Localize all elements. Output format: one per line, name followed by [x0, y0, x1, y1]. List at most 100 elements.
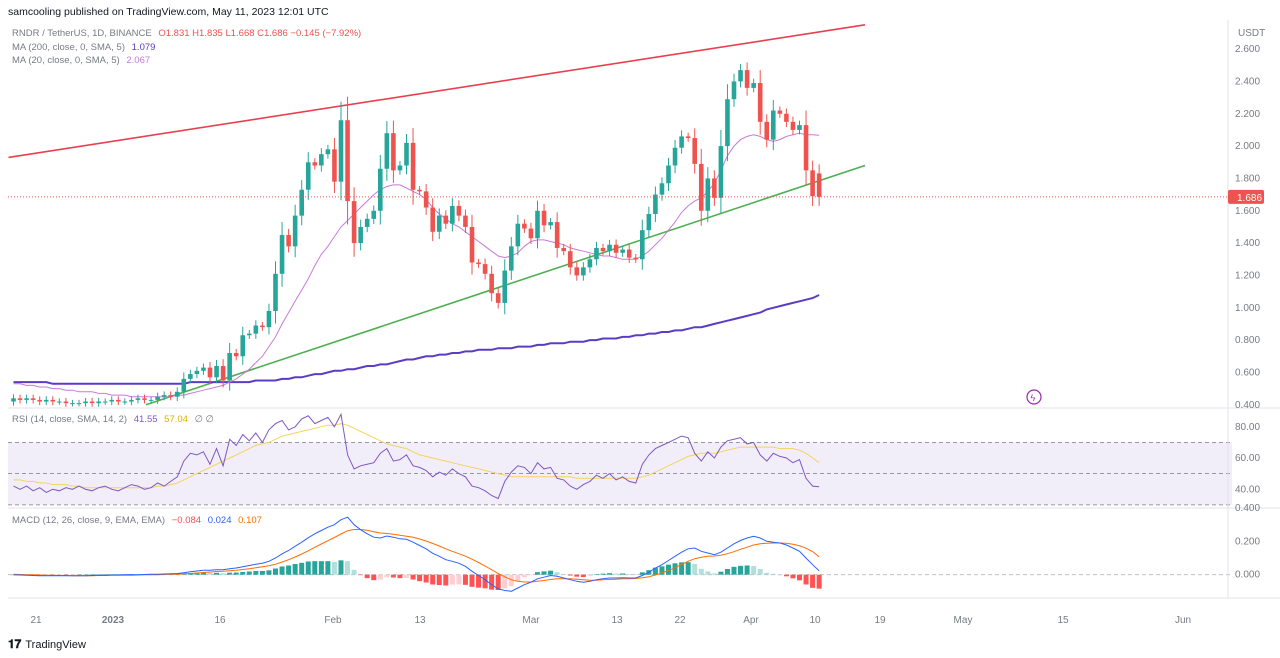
candle[interactable] [535, 210, 540, 239]
price-pane[interactable]: ϟ [8, 24, 1228, 407]
candle[interactable] [168, 395, 173, 397]
candle[interactable] [607, 244, 612, 252]
candle[interactable] [423, 191, 429, 208]
candle[interactable] [155, 396, 160, 400]
candle[interactable] [83, 401, 88, 404]
candle[interactable] [102, 401, 108, 403]
candle[interactable] [692, 138, 697, 164]
candle[interactable] [502, 270, 508, 303]
candle[interactable] [89, 401, 95, 404]
candle[interactable] [744, 70, 750, 88]
candle[interactable] [227, 353, 232, 381]
candle[interactable] [672, 147, 678, 166]
candle[interactable] [489, 273, 494, 294]
candle[interactable] [161, 395, 167, 397]
candle[interactable] [771, 110, 776, 140]
candle[interactable] [351, 201, 357, 244]
candle[interactable] [567, 251, 573, 268]
candle[interactable] [345, 120, 350, 202]
candle[interactable] [286, 235, 291, 247]
candle[interactable] [463, 215, 468, 227]
candle[interactable] [247, 333, 252, 336]
candle[interactable] [509, 246, 514, 271]
candle[interactable] [279, 235, 285, 274]
candle[interactable] [57, 401, 62, 403]
candle[interactable] [764, 121, 770, 140]
candle[interactable] [378, 168, 383, 211]
candle[interactable] [613, 244, 619, 253]
candle[interactable] [757, 83, 763, 122]
candle[interactable] [548, 222, 553, 226]
candle[interactable] [679, 136, 684, 148]
candle[interactable] [685, 136, 691, 139]
candle[interactable] [653, 194, 658, 214]
candle[interactable] [633, 257, 639, 260]
candle[interactable] [214, 365, 219, 378]
candle[interactable] [626, 249, 632, 258]
candle[interactable] [273, 273, 278, 311]
candle[interactable] [417, 189, 422, 192]
candle[interactable] [391, 133, 396, 171]
candle[interactable] [17, 398, 23, 400]
candle[interactable] [456, 205, 462, 216]
candle[interactable] [469, 226, 475, 263]
candle[interactable] [305, 162, 311, 190]
candle[interactable] [450, 205, 455, 224]
candle[interactable] [240, 335, 246, 357]
candle[interactable] [803, 125, 809, 171]
candle[interactable] [554, 222, 560, 248]
candle[interactable] [640, 230, 645, 260]
candle[interactable] [436, 215, 442, 232]
candle[interactable] [371, 210, 377, 219]
candle[interactable] [364, 218, 370, 227]
candle[interactable] [188, 374, 193, 379]
candle[interactable] [135, 398, 141, 400]
candle[interactable] [325, 149, 331, 155]
candle[interactable] [299, 189, 304, 216]
rsi-pane[interactable] [8, 412, 1232, 506]
lightning-icon[interactable] [1026, 389, 1042, 405]
candle[interactable] [581, 267, 586, 276]
candle[interactable] [148, 399, 154, 401]
candle[interactable] [600, 247, 606, 252]
candle[interactable] [253, 325, 259, 334]
candle[interactable] [515, 223, 521, 247]
candle[interactable] [476, 262, 481, 265]
candle[interactable] [816, 173, 822, 197]
candle[interactable] [37, 399, 42, 402]
candle[interactable] [705, 178, 711, 211]
candle[interactable] [810, 170, 815, 197]
candle[interactable] [63, 401, 69, 404]
candle[interactable] [777, 110, 783, 114]
candle[interactable] [50, 399, 56, 402]
candle[interactable] [620, 249, 625, 253]
candle[interactable] [260, 325, 265, 328]
candle[interactable] [70, 403, 75, 405]
candle[interactable] [659, 183, 665, 195]
candle[interactable] [646, 214, 652, 231]
candle[interactable] [96, 401, 101, 404]
candle[interactable] [43, 399, 49, 402]
candle[interactable] [358, 226, 363, 244]
candle[interactable] [561, 247, 566, 252]
candle[interactable] [410, 142, 416, 190]
candle[interactable] [594, 247, 599, 260]
candle[interactable] [129, 399, 134, 402]
candle[interactable] [574, 267, 580, 276]
candle[interactable] [122, 401, 128, 403]
candle[interactable] [319, 154, 324, 166]
candle[interactable] [738, 70, 743, 82]
candle[interactable] [430, 207, 435, 232]
tradingview-footer[interactable]: 𝟏𝟕 TradingView [8, 637, 86, 652]
candle[interactable] [292, 215, 298, 247]
candle[interactable] [338, 120, 344, 182]
candle[interactable] [207, 367, 213, 378]
candle[interactable] [790, 121, 796, 130]
candle[interactable] [522, 223, 527, 229]
candle[interactable] [194, 370, 200, 375]
candle[interactable] [587, 259, 593, 268]
candle[interactable] [712, 178, 717, 198]
candle[interactable] [784, 113, 789, 122]
candle[interactable] [443, 215, 449, 224]
